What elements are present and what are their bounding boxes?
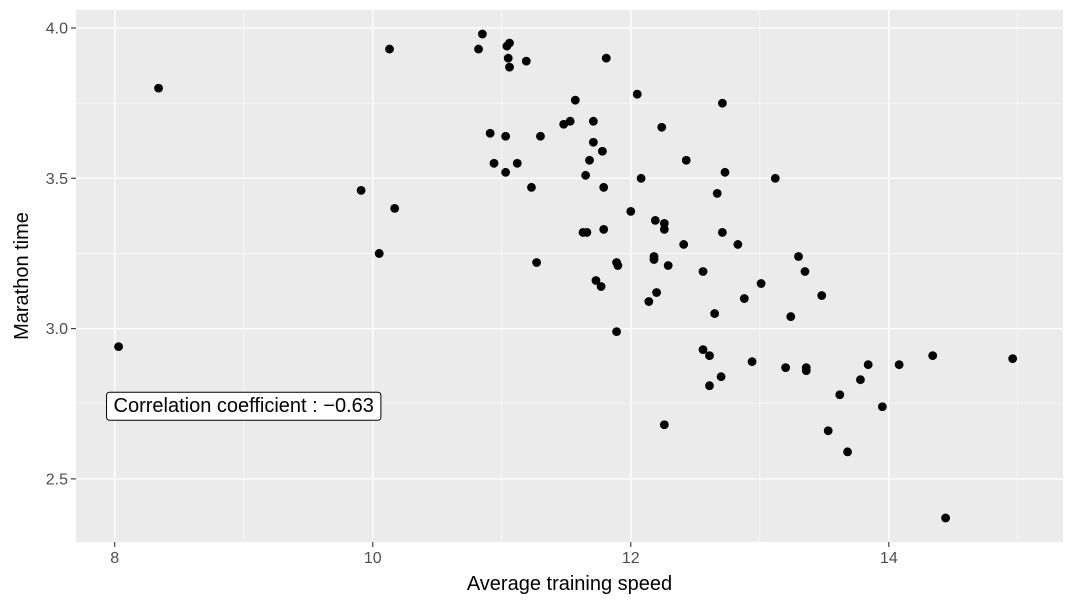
data-point [786, 312, 796, 321]
data-point [521, 56, 531, 66]
data-point [612, 327, 621, 337]
y-tick-label: 3.0 [46, 321, 68, 338]
data-point [632, 89, 642, 99]
x-axis: 8 10 12 14 [110, 542, 898, 567]
data-point [877, 402, 887, 412]
data-point [565, 116, 575, 126]
data-point [650, 215, 660, 225]
data-points [114, 29, 1018, 523]
data-point [928, 351, 938, 361]
data-point [794, 252, 803, 261]
data-point [747, 357, 757, 367]
data-point [585, 155, 594, 165]
data-point [356, 185, 366, 195]
data-point [659, 225, 669, 234]
data-point [599, 225, 609, 234]
y-tick-label: 4.0 [46, 21, 68, 38]
data-point [536, 131, 545, 141]
data-point [501, 131, 511, 141]
data-point [649, 255, 659, 264]
correlation-annotation: Correlation coefficient : −0.63 [106, 391, 382, 421]
annotation-box [106, 391, 382, 421]
data-point [659, 219, 669, 228]
data-point [705, 351, 714, 361]
data-point [505, 38, 514, 48]
major-gridlines [76, 10, 1063, 542]
data-point [941, 513, 950, 523]
data-point [588, 116, 598, 126]
data-point [705, 381, 714, 391]
data-point [698, 267, 708, 276]
data-point [591, 276, 601, 285]
data-point [756, 279, 766, 288]
data-point [652, 288, 661, 297]
data-point [601, 53, 611, 63]
annotation-text: Correlation coefficient : −0.63 [114, 395, 374, 417]
data-point [863, 360, 873, 370]
data-point [800, 267, 810, 276]
data-point [817, 291, 827, 300]
data-point [781, 363, 791, 373]
data-point [644, 297, 654, 306]
data-point [505, 62, 514, 72]
data-point [716, 372, 726, 382]
data-point [733, 240, 743, 249]
y-axis-title: Marathon time [11, 212, 33, 340]
data-point [596, 282, 606, 291]
data-point [835, 390, 845, 400]
data-point [739, 294, 749, 303]
data-point [385, 44, 394, 54]
data-point [636, 173, 646, 183]
data-point [717, 98, 727, 108]
data-point [710, 309, 720, 318]
data-point [720, 167, 730, 177]
data-point [679, 240, 689, 249]
y-tick-label: 2.5 [46, 471, 68, 488]
data-point [570, 95, 580, 105]
data-point [657, 122, 667, 132]
data-point [478, 29, 487, 39]
data-point [626, 206, 636, 216]
data-point [894, 360, 904, 370]
x-tick-label: 12 [622, 550, 640, 567]
data-point [770, 173, 780, 183]
data-point [374, 249, 384, 258]
data-point [823, 426, 833, 436]
data-point [485, 128, 495, 138]
data-point [512, 158, 522, 168]
data-point [114, 342, 123, 352]
data-point [801, 366, 811, 376]
panel-background [76, 10, 1063, 542]
x-tick-label: 8 [110, 550, 119, 567]
data-point [843, 447, 852, 457]
data-point [588, 137, 598, 147]
data-point [154, 83, 163, 93]
data-point [663, 261, 673, 270]
data-point [527, 182, 536, 192]
data-point [390, 203, 400, 213]
y-axis: 2.5 3.0 3.5 4.0 [46, 21, 76, 488]
data-point [712, 188, 722, 198]
x-tick-label: 14 [880, 550, 898, 567]
x-tick-label: 10 [364, 550, 382, 567]
data-point [501, 167, 511, 177]
data-point [598, 146, 607, 156]
data-point [856, 375, 865, 385]
data-point [681, 155, 691, 165]
data-point [474, 44, 483, 54]
data-point [717, 228, 727, 237]
data-point [659, 420, 669, 430]
data-point [532, 258, 541, 267]
data-point [698, 345, 708, 355]
y-tick-label: 3.5 [46, 171, 68, 188]
data-point [1008, 354, 1018, 364]
data-point [582, 228, 592, 237]
data-point [581, 170, 591, 180]
data-point [503, 53, 513, 63]
x-axis-title: Average training speed [467, 573, 672, 595]
data-point [613, 261, 623, 270]
data-point [599, 182, 609, 192]
data-point [489, 158, 499, 168]
